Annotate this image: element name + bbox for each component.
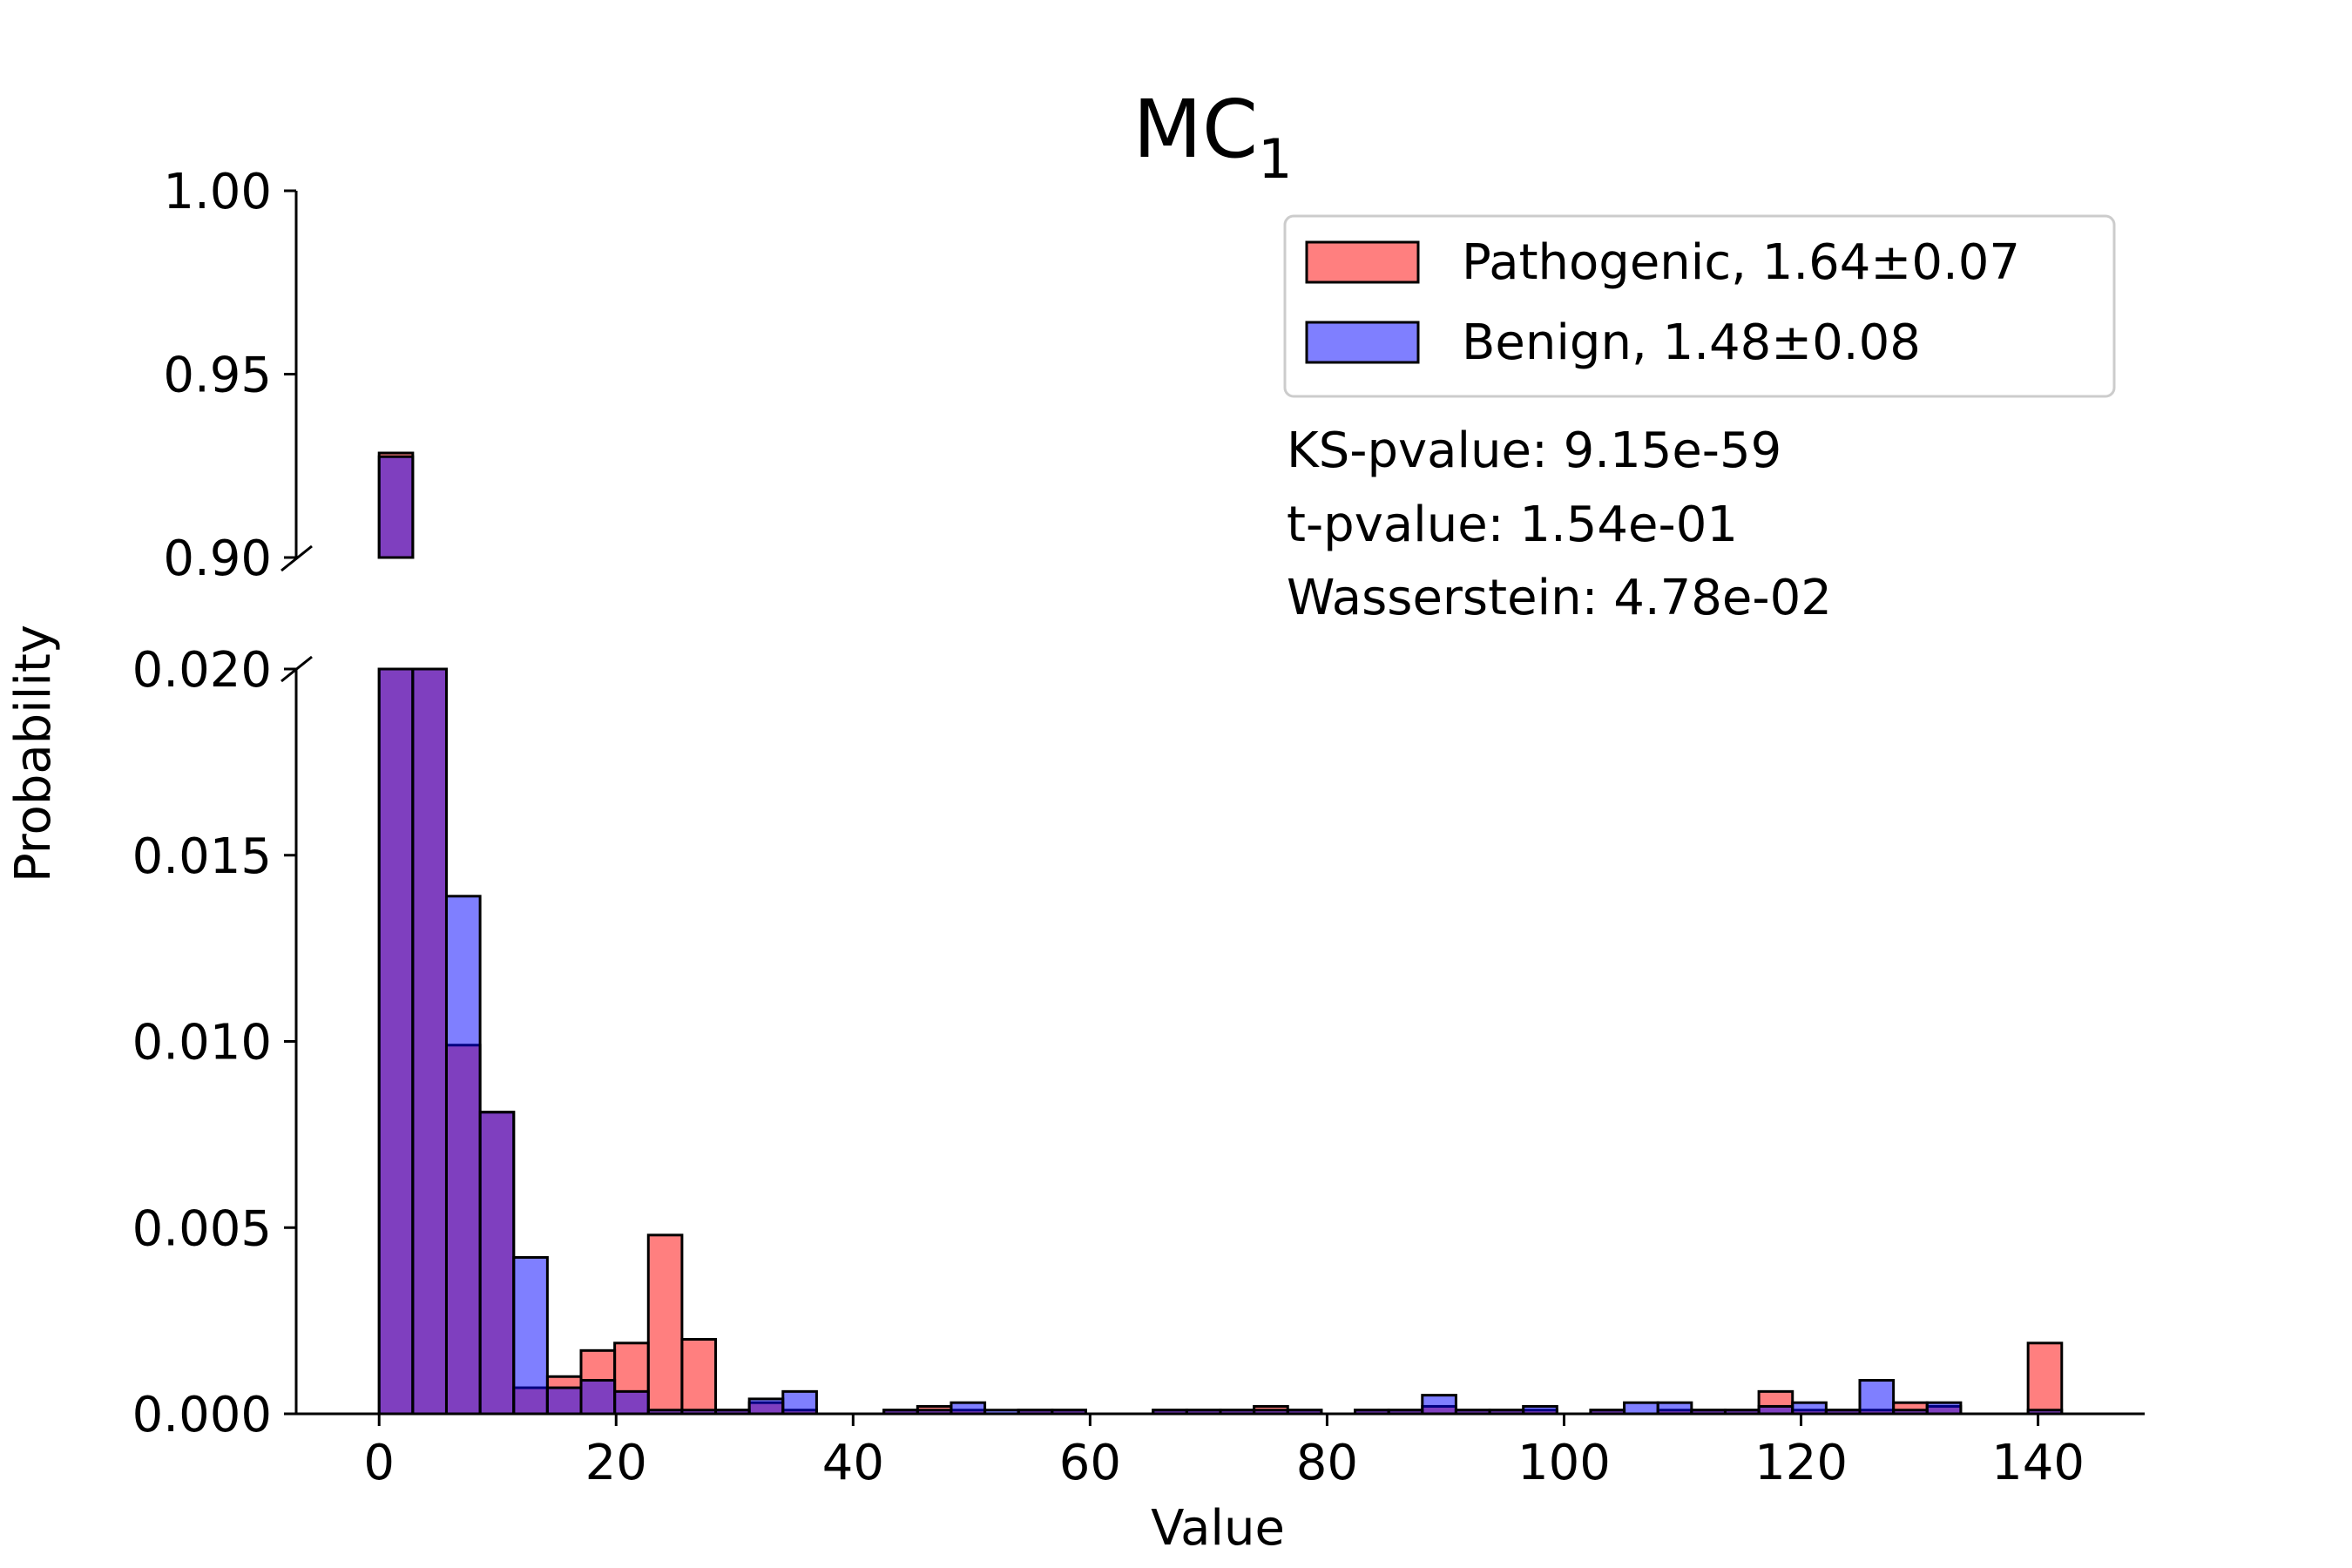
chart-title: MC1: [1132, 83, 1292, 191]
legend-label-pathogenic: Pathogenic, 1.64±0.07: [1462, 234, 2020, 291]
bar-benign-bin-11: [747, 1397, 785, 1416]
bar-benign-bin-44: [1858, 1379, 1896, 1416]
x-tick-label: 0: [363, 1435, 395, 1491]
legend: Pathogenic, 1.64±0.07 Benign, 1.48±0.08: [1283, 214, 2116, 398]
annotation-t-pvalue: t-pvalue: 1.54e-01: [1287, 497, 1738, 553]
axis-break-mark-upper: [280, 544, 313, 572]
bar-benign-bin-0: [377, 667, 415, 1416]
bar-benign-bin-3: [478, 1111, 516, 1416]
x-tick-label: 120: [1754, 1435, 1848, 1491]
bar-benign-bin-6: [579, 1379, 617, 1416]
x-tick-label: 60: [1059, 1435, 1121, 1491]
bar-benign-bin-17: [950, 1401, 987, 1416]
bar-upper-benign-bin-0: [377, 455, 415, 559]
x-tick-label: 100: [1517, 1435, 1611, 1491]
x-tick-label: 40: [822, 1435, 884, 1491]
y-tick-label-lower: 0.005: [132, 1200, 272, 1257]
bar-benign-bin-37: [1623, 1401, 1659, 1416]
bar-pathogenic-bin-8: [646, 1233, 684, 1416]
y-tick-label-upper: 1.00: [163, 164, 272, 220]
bar-benign-bin-7: [613, 1389, 650, 1416]
bar-benign-bin-38: [1656, 1401, 1693, 1416]
x-tick-label: 80: [1296, 1435, 1358, 1491]
y-tick-label-lower: 0.000: [132, 1387, 272, 1443]
legend-swatch-benign: [1305, 321, 1420, 364]
y-tick-label-lower: 0.015: [132, 828, 272, 885]
lower-panel-bars: [377, 667, 2064, 1416]
bar-benign-bin-31: [1421, 1394, 1457, 1416]
bar-pathogenic-bin-49: [2026, 1342, 2064, 1416]
legend-box: [1283, 214, 2116, 398]
x-tick-label: 20: [585, 1435, 647, 1491]
x-tick-label: 140: [1991, 1435, 2085, 1491]
legend-swatch-pathogenic: [1305, 240, 1420, 284]
bar-benign-bin-5: [545, 1386, 583, 1416]
bar-benign-bin-1: [411, 667, 448, 1416]
y-tick-label-lower: 0.020: [132, 642, 272, 699]
bar-pathogenic-bin-9: [680, 1338, 718, 1416]
bar-benign-bin-12: [781, 1389, 818, 1416]
y-tick-label-lower: 0.010: [132, 1015, 272, 1071]
axis-ticks: 0 20 40 60 80 100 120 140 0.000 0.005 0.010 0.015 0.…: [132, 164, 2085, 1491]
bar-benign-bin-2: [444, 895, 482, 1416]
annotation-wasserstein: Wasserstein: 4.78e-02: [1287, 570, 1832, 626]
y-tick-label-upper: 0.95: [163, 348, 272, 404]
annotation-ks-pvalue: KS-pvalue: 9.15e-59: [1287, 422, 1781, 479]
y-tick-label-upper: 0.90: [163, 531, 272, 587]
bar-benign-bin-46: [1925, 1401, 1963, 1416]
chart-title-main: MC: [1132, 83, 1258, 176]
upper-panel-bars: [377, 451, 415, 559]
legend-label-benign: Benign, 1.48±0.08: [1462, 314, 1921, 371]
axis-break-mark-lower: [280, 655, 313, 683]
chart-title-subscript: 1: [1258, 127, 1292, 191]
bar-benign-bin-4: [512, 1255, 549, 1416]
bar-benign-bin-42: [1791, 1401, 1828, 1416]
y-axis-label: Probability: [5, 625, 62, 882]
x-axis-label: Value: [1151, 1500, 1285, 1557]
